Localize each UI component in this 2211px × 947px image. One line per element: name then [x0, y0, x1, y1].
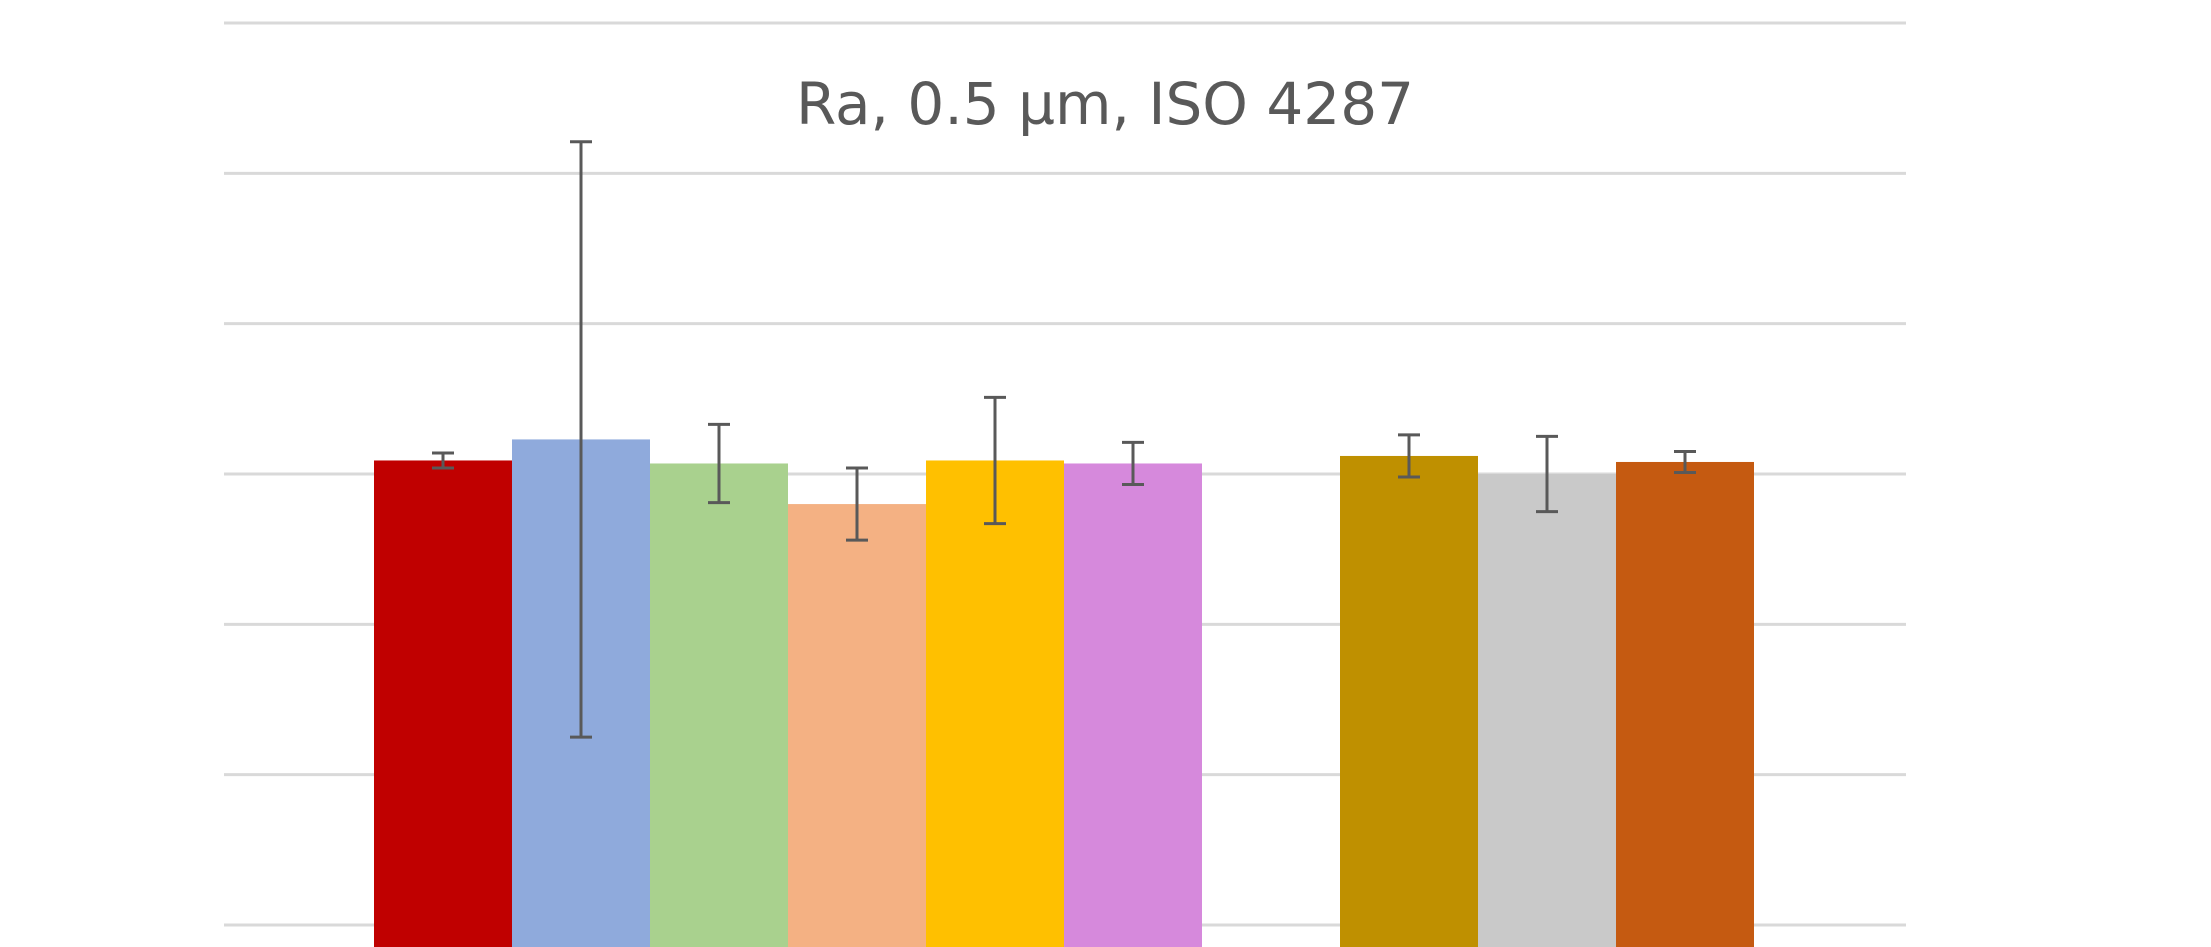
bar — [374, 460, 512, 947]
bar — [788, 504, 926, 947]
bar — [1064, 463, 1202, 947]
error-bar — [846, 466, 868, 542]
bar — [1478, 474, 1616, 947]
error-bar — [432, 451, 454, 470]
error-bar — [708, 422, 730, 505]
error-bar — [984, 395, 1006, 526]
error-bar — [1536, 434, 1558, 514]
bar — [1340, 455, 1478, 947]
bar — [1616, 461, 1754, 947]
error-bar — [570, 140, 592, 739]
error-bar — [1122, 440, 1144, 487]
bar — [650, 463, 788, 947]
chart-title: Ra, 0.5 µm, ISO 4287 — [796, 70, 1414, 138]
error-bars — [432, 140, 1696, 739]
bar — [926, 460, 1064, 947]
error-bar — [1398, 433, 1420, 479]
error-bar — [1674, 449, 1696, 474]
